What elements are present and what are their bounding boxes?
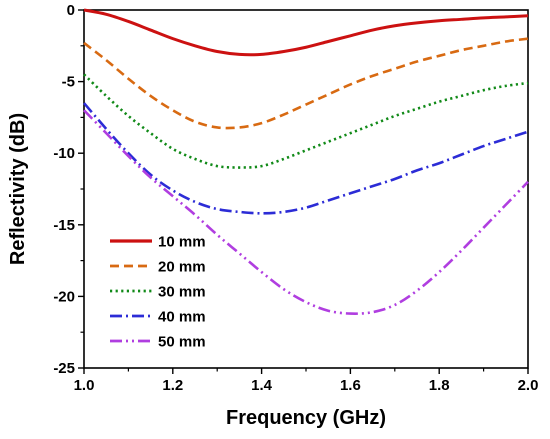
x-axis-title: Frequency (GHz) <box>226 407 386 429</box>
series-group <box>83 8 529 315</box>
x-tick-label: 1.2 <box>162 377 183 394</box>
x-tick-label: 2.0 <box>518 377 539 394</box>
plot-area <box>83 9 529 369</box>
legend: 10 mm 20 mm 30 mm 40 mm 50 mm <box>110 234 206 351</box>
x-tick-label: 1.0 <box>74 377 95 394</box>
x-tick-label: 1.4 <box>251 377 273 394</box>
legend-label-3: 30 mm <box>158 284 206 301</box>
series-line-4 <box>83 102 529 215</box>
x-tick-label: 1.8 <box>429 377 450 394</box>
legend-label-4: 40 mm <box>158 309 206 326</box>
y-tick-label: -25 <box>53 360 75 377</box>
y-tick-label: -20 <box>53 288 75 305</box>
ticks-group: 1.0 1.2 1.4 1.6 1.8 2.0 0 -5 -10 -15 -20 -25 <box>53 2 538 394</box>
legend-label-5: 50 mm <box>158 334 206 351</box>
y-tick-label: 0 <box>67 2 75 19</box>
legend-label-1: 10 mm <box>158 234 206 251</box>
y-tick-label: -15 <box>53 217 75 234</box>
y-tick-label: -10 <box>53 145 75 162</box>
y-tick-label: -5 <box>62 74 75 91</box>
series-line-2 <box>83 37 529 130</box>
series-line-3 <box>83 73 529 169</box>
legend-label-2: 20 mm <box>158 259 206 276</box>
series-line-1 <box>83 8 529 57</box>
x-tick-label: 1.6 <box>340 377 361 394</box>
y-axis-title: Reflectivity (dB) <box>7 113 29 265</box>
